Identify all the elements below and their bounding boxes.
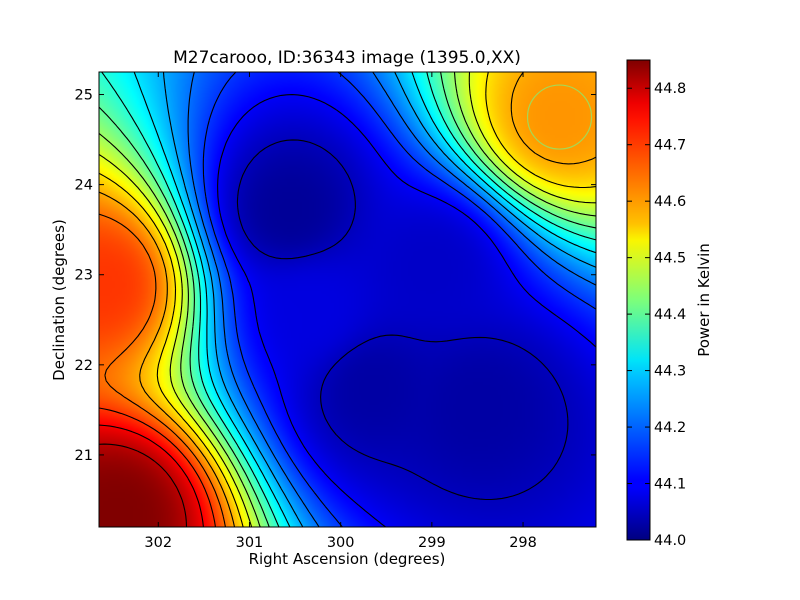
x-tick-label: 300 (327, 535, 355, 551)
contour-line (99, 72, 596, 527)
x-tick-label: 301 (236, 535, 264, 551)
markers-group (526, 84, 593, 150)
colorbar: 44.0 44.1 44.2 44.3 44.4 44.5 44.6 44.7 44.8 Pow… (626, 59, 713, 549)
contour-line (162, 72, 596, 527)
colorbar-tick-label: 44.5 (654, 251, 686, 267)
contour-line (99, 424, 204, 527)
contour-line (99, 443, 188, 527)
y-tick-label: 25 (75, 88, 93, 104)
plot-frame (98, 71, 597, 528)
contour-line (101, 72, 596, 527)
colorbar-tick-label: 44.7 (654, 138, 686, 154)
y-tick-label: 22 (75, 358, 93, 374)
x-tick-label: 299 (418, 535, 446, 551)
contour-line (99, 213, 226, 527)
y-tick-label: 24 (75, 178, 93, 194)
colorbar-tick-label: 44.8 (654, 81, 686, 97)
colorbar-tick-label: 44.1 (654, 477, 686, 493)
plot-area (98, 71, 597, 528)
contour-line (217, 94, 596, 527)
y-axis-ticks: 21 22 23 24 25 (75, 88, 596, 464)
y-tick-label: 23 (75, 268, 93, 284)
contour-line (99, 72, 596, 527)
x-axis-label: Right Ascension (degrees) (249, 550, 446, 568)
contour-line (99, 407, 216, 527)
colorbar-tick-label: 44.0 (654, 533, 686, 549)
contour-line (99, 72, 596, 527)
y-tick-label: 21 (75, 448, 93, 464)
contour-line (236, 139, 569, 501)
contour-line (202, 72, 596, 527)
contour-line (133, 72, 596, 527)
contour-line (187, 72, 596, 527)
colorbar-ticks: 44.0 44.1 44.2 44.3 44.4 44.5 44.6 44.7 44.8 (627, 81, 686, 549)
colorbar-gradient (626, 59, 651, 541)
colorbar-tick-label: 44.4 (654, 307, 686, 323)
y-axis-label: Declination (degrees) (50, 219, 68, 381)
x-tick-label: 298 (509, 535, 537, 551)
contour-line (99, 72, 596, 527)
x-tick-label: 302 (144, 535, 172, 551)
contour-line (99, 72, 596, 527)
colorbar-label: Power in Kelvin (695, 243, 713, 357)
contour-lines (99, 72, 596, 527)
x-axis-ticks: 302 301 300 299 298 (144, 72, 537, 551)
colorbar-tick-label: 44.6 (654, 194, 686, 210)
chart-title: M27carooo, ID:36343 image (1395.0,XX) (173, 48, 521, 68)
circle-marker (526, 84, 593, 150)
colorbar-tick-label: 44.2 (654, 420, 686, 436)
colorbar-tick-label: 44.3 (654, 364, 686, 380)
